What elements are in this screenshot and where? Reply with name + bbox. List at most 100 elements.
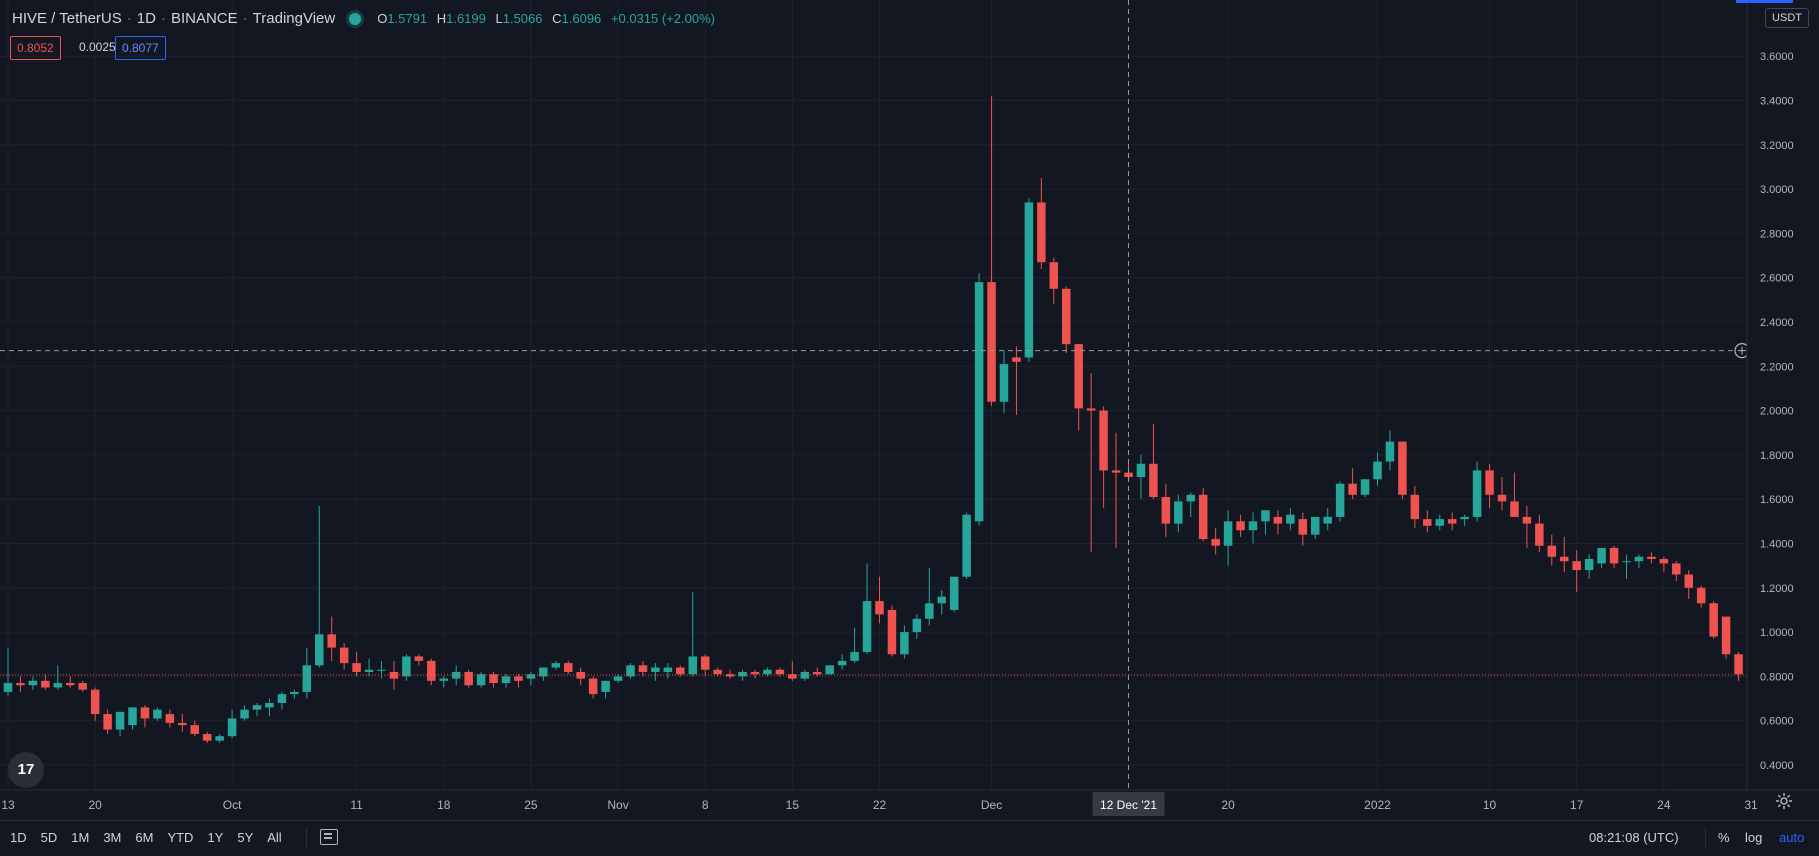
candle: [128, 707, 137, 730]
candle-body: [949, 576, 959, 610]
candle-body: [1672, 563, 1681, 575]
candle-body: [1248, 521, 1258, 531]
x-tick-label: 22: [873, 798, 887, 812]
candle: [1236, 514, 1245, 537]
candle: [364, 658, 374, 677]
ohlc-high: 1.6199: [446, 11, 486, 26]
y-tick-label: 1.0000: [1760, 627, 1794, 639]
y-tick-label: 0.4000: [1760, 760, 1794, 772]
candle-body: [1560, 556, 1569, 562]
timeframe-3m[interactable]: 3M: [103, 830, 122, 845]
timeframe-ytd[interactable]: YTD: [167, 830, 194, 845]
candle: [202, 731, 212, 743]
candle: [551, 660, 561, 670]
currency-badge[interactable]: USDT: [1765, 8, 1809, 28]
percent-scale-toggle[interactable]: %: [1718, 830, 1730, 845]
candle-body: [588, 678, 598, 695]
candle: [277, 691, 287, 710]
sell-price-button[interactable]: 0.8052: [10, 36, 61, 60]
candle: [651, 663, 660, 681]
settings-gear-icon[interactable]: [1775, 792, 1793, 810]
candle-body: [1423, 519, 1432, 526]
timeframe-all[interactable]: All: [267, 830, 282, 845]
candle: [850, 627, 859, 664]
candle: [252, 702, 262, 717]
candlestick-chart[interactable]: 0.80712.270912 Dec '21 3.6000 3.4000 3.200…: [0, 0, 1819, 820]
timeframe-5d[interactable]: 5D: [40, 830, 58, 845]
utc-clock[interactable]: 08:21:08 (UTC): [1589, 830, 1679, 845]
candle: [1398, 441, 1407, 500]
y-tick-label: 3.0000: [1760, 184, 1794, 196]
x-tick-label: Dec: [981, 798, 1002, 812]
candle: [1248, 512, 1258, 544]
buy-price-button[interactable]: 0.8077: [115, 36, 166, 60]
candle: [613, 674, 623, 684]
log-scale-toggle[interactable]: log: [1745, 830, 1763, 845]
timeframe-6m[interactable]: 6M: [135, 830, 154, 845]
tradingview-logo-icon[interactable]: 17: [8, 752, 44, 788]
x-tick-label: 20: [1221, 798, 1235, 812]
y-tick-label: 1.2000: [1760, 583, 1794, 595]
candle: [1074, 344, 1083, 431]
timeframe-1y[interactable]: 1Y: [207, 830, 224, 845]
candle-body: [912, 618, 922, 633]
candle: [439, 676, 448, 688]
candle: [974, 273, 984, 526]
candle: [1149, 423, 1158, 500]
y-tick-label: 0.8000: [1760, 671, 1794, 683]
candle-body: [16, 683, 25, 686]
auto-scale-toggle[interactable]: auto: [1779, 830, 1805, 845]
candle-body: [377, 669, 386, 671]
candle-body: [700, 656, 710, 670]
y-tick-label: 3.2000: [1760, 140, 1794, 152]
candle-body: [1522, 516, 1532, 524]
y-tick-label: 2.2000: [1760, 361, 1794, 373]
candle: [725, 669, 735, 679]
candle-body: [1634, 556, 1644, 562]
candle-body: [1447, 519, 1457, 524]
timeframe-5y[interactable]: 5Y: [237, 830, 254, 845]
candle-body: [875, 601, 884, 615]
candle-body: [302, 665, 312, 692]
candle: [28, 676, 38, 690]
ohlc-legend: O1.5791 H1.6199 L1.5066 C1.6096 +0.0315 …: [377, 11, 715, 26]
candle: [1734, 652, 1743, 681]
candle: [1410, 485, 1420, 528]
x-tick-label: 24: [1657, 798, 1671, 812]
candle: [1721, 616, 1731, 659]
candle-body: [1286, 514, 1295, 524]
candle: [1174, 494, 1183, 533]
candle: [1609, 545, 1619, 568]
candle-body: [402, 656, 411, 677]
candle: [1037, 178, 1046, 269]
candle: [1198, 488, 1208, 542]
candle: [564, 660, 573, 675]
candle-body: [501, 676, 511, 684]
candle-body: [1174, 501, 1183, 524]
candle: [576, 667, 585, 686]
candle: [1111, 432, 1121, 548]
candle: [1584, 554, 1594, 579]
candle: [1273, 510, 1283, 535]
candle: [1709, 601, 1718, 639]
candle: [1348, 468, 1357, 500]
calendar-range-icon[interactable]: [320, 829, 338, 845]
candle: [1659, 556, 1669, 573]
candle: [937, 590, 946, 615]
candle: [501, 674, 511, 688]
candle: [1485, 463, 1494, 509]
candle-body: [725, 674, 735, 677]
timeframe-1m[interactable]: 1M: [71, 830, 90, 845]
interval[interactable]: 1D: [136, 10, 156, 27]
candle-body: [66, 683, 75, 686]
candle: [949, 576, 959, 613]
y-tick-label: 3.6000: [1760, 51, 1794, 63]
timeframe-1d[interactable]: 1D: [10, 830, 27, 845]
symbol-name[interactable]: HIVE / TetherUS: [12, 10, 122, 27]
candle: [427, 658, 436, 686]
candle: [464, 669, 473, 688]
candle-body: [1510, 501, 1519, 517]
y-tick-label: 1.8000: [1760, 450, 1794, 462]
candle-body: [1136, 463, 1146, 478]
y-tick-label: 0.6000: [1760, 716, 1794, 728]
